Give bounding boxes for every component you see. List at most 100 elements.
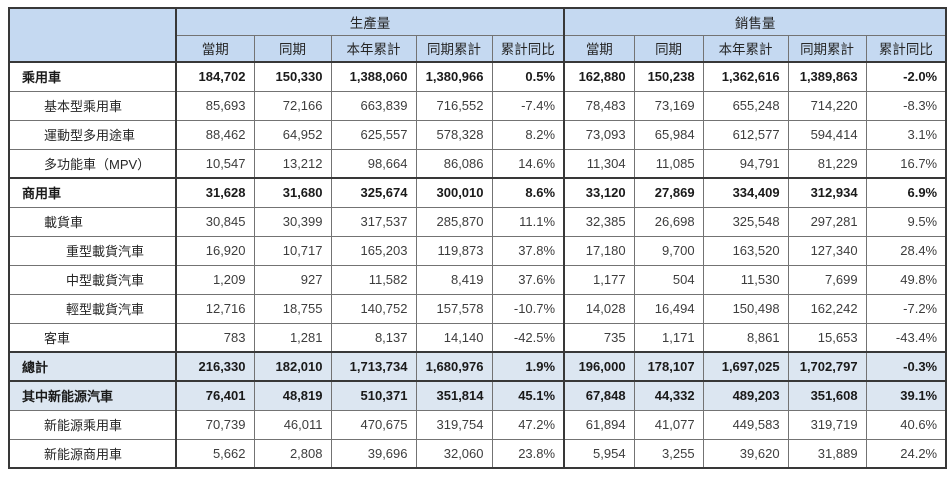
production-value-cell: 8.6% <box>491 177 566 208</box>
sales-value-cell: 81,229 <box>787 148 867 179</box>
sales-value-cell: 11,304 <box>563 148 635 179</box>
production-value-cell: 1,380,966 <box>415 61 493 92</box>
production-value-cell: 76,401 <box>175 380 255 411</box>
row-label-cell: 輕型載貨汽車 <box>8 293 177 324</box>
sales-value-cell: 14,028 <box>563 293 635 324</box>
sales-value-cell: -0.3% <box>865 351 947 382</box>
sales-value-cell: 297,281 <box>787 206 867 237</box>
table-body: 乘用車 184,702 150,330 1,388,060 1,380,966 0.5% 1… <box>8 61 947 469</box>
production-value-cell: 285,870 <box>415 206 493 237</box>
table-row: 輕型載貨汽車 12,716 18,755 140,752 157,578 -10.7% 14… <box>8 293 947 324</box>
sales-value-cell: 26,698 <box>633 206 704 237</box>
sales-value-cell: 15,653 <box>787 322 867 353</box>
sales-value-cell: 162,242 <box>787 293 867 324</box>
production-value-cell: 0.5% <box>491 61 566 92</box>
row-label-cell: 載貨車 <box>8 206 177 237</box>
sales-value-cell: 39,620 <box>702 438 789 469</box>
production-value-cell: 165,203 <box>330 235 417 266</box>
production-value-cell: 98,664 <box>330 148 417 179</box>
production-value-cell: 47.2% <box>491 409 566 440</box>
production-value-cell: 45.1% <box>491 380 566 411</box>
sales-value-cell: 65,984 <box>633 119 704 150</box>
sales-value-cell: 1,171 <box>633 322 704 353</box>
column-header-yoy: 累計同比 <box>491 34 566 63</box>
column-header-current: 當期 <box>563 34 635 63</box>
row-label-cell: 其中新能源汽車 <box>8 380 177 411</box>
sales-value-cell: 163,520 <box>702 235 789 266</box>
production-value-cell: 1,680,976 <box>415 351 493 382</box>
sales-value-cell: 73,093 <box>563 119 635 150</box>
sales-value-cell: 594,414 <box>787 119 867 150</box>
sales-value-cell: 41,077 <box>633 409 704 440</box>
production-value-cell: 14,140 <box>415 322 493 353</box>
sales-value-cell: 449,583 <box>702 409 789 440</box>
table-row: 多功能車（MPV） 10,547 13,212 98,664 86,086 14.6% 11… <box>8 148 947 179</box>
production-value-cell: 184,702 <box>175 61 255 92</box>
production-value-cell: 12,716 <box>175 293 255 324</box>
production-value-cell: 1,209 <box>175 264 255 295</box>
sales-value-cell: 49.8% <box>865 264 947 295</box>
column-header-yoy: 累計同比 <box>865 34 947 63</box>
production-value-cell: 319,754 <box>415 409 493 440</box>
table-row: 總計 216,330 182,010 1,713,734 1,680,976 1.9% 19… <box>8 351 947 382</box>
production-value-cell: 325,674 <box>330 177 417 208</box>
table-row: 載貨車 30,845 30,399 317,537 285,870 11.1% 32,385… <box>8 206 947 237</box>
table-row: 乘用車 184,702 150,330 1,388,060 1,380,966 0.5% 1… <box>8 61 947 92</box>
corner-cell <box>8 7 177 63</box>
row-label-cell: 中型載貨汽車 <box>8 264 177 295</box>
row-label-cell: 總計 <box>8 351 177 382</box>
row-label-cell: 客車 <box>8 322 177 353</box>
sales-value-cell: 67,848 <box>563 380 635 411</box>
production-value-cell: 13,212 <box>253 148 332 179</box>
production-value-cell: 625,557 <box>330 119 417 150</box>
sales-value-cell: 17,180 <box>563 235 635 266</box>
column-header-prior: 同期 <box>253 34 332 63</box>
sales-value-cell: 5,954 <box>563 438 635 469</box>
production-value-cell: 716,552 <box>415 90 493 121</box>
sales-value-cell: 40.6% <box>865 409 947 440</box>
production-value-cell: 663,839 <box>330 90 417 121</box>
table-row: 新能源商用車 5,662 2,808 39,696 32,060 23.8% 5,954 3,… <box>8 438 947 469</box>
sales-value-cell: 32,385 <box>563 206 635 237</box>
production-value-cell: 32,060 <box>415 438 493 469</box>
sales-value-cell: 7,699 <box>787 264 867 295</box>
table-row: 中型載貨汽車 1,209 927 11,582 8,419 37.6% 1,177 504 11… <box>8 264 947 295</box>
column-header-prior: 同期 <box>633 34 704 63</box>
production-value-cell: -10.7% <box>491 293 566 324</box>
sales-value-cell: 127,340 <box>787 235 867 266</box>
production-value-cell: 783 <box>175 322 255 353</box>
production-value-cell: 86,086 <box>415 148 493 179</box>
sales-value-cell: 94,791 <box>702 148 789 179</box>
production-value-cell: 10,717 <box>253 235 332 266</box>
row-label-cell: 運動型多用途車 <box>8 119 177 150</box>
sales-value-cell: 162,880 <box>563 61 635 92</box>
production-value-cell: 157,578 <box>415 293 493 324</box>
production-value-cell: 140,752 <box>330 293 417 324</box>
sales-value-cell: 31,889 <box>787 438 867 469</box>
production-value-cell: 5,662 <box>175 438 255 469</box>
row-label-cell: 重型載貨汽車 <box>8 235 177 266</box>
production-value-cell: 10,547 <box>175 148 255 179</box>
production-value-cell: 31,628 <box>175 177 255 208</box>
sales-value-cell: 73,169 <box>633 90 704 121</box>
sales-value-cell: 8,861 <box>702 322 789 353</box>
section-header-sales: 銷售量 <box>563 7 947 36</box>
row-label-cell: 多功能車（MPV） <box>8 148 177 179</box>
production-value-cell: 72,166 <box>253 90 332 121</box>
production-value-cell: 11.1% <box>491 206 566 237</box>
sales-value-cell: 150,238 <box>633 61 704 92</box>
production-value-cell: 8.2% <box>491 119 566 150</box>
sales-value-cell: -43.4% <box>865 322 947 353</box>
production-value-cell: 927 <box>253 264 332 295</box>
production-value-cell: 182,010 <box>253 351 332 382</box>
production-value-cell: 37.6% <box>491 264 566 295</box>
production-value-cell: 351,814 <box>415 380 493 411</box>
production-value-cell: 1.9% <box>491 351 566 382</box>
sales-value-cell: 16,494 <box>633 293 704 324</box>
sales-value-cell: 334,409 <box>702 177 789 208</box>
sales-value-cell: 3,255 <box>633 438 704 469</box>
sales-value-cell: 61,894 <box>563 409 635 440</box>
production-value-cell: 119,873 <box>415 235 493 266</box>
row-label-cell: 乘用車 <box>8 61 177 92</box>
production-value-cell: 64,952 <box>253 119 332 150</box>
